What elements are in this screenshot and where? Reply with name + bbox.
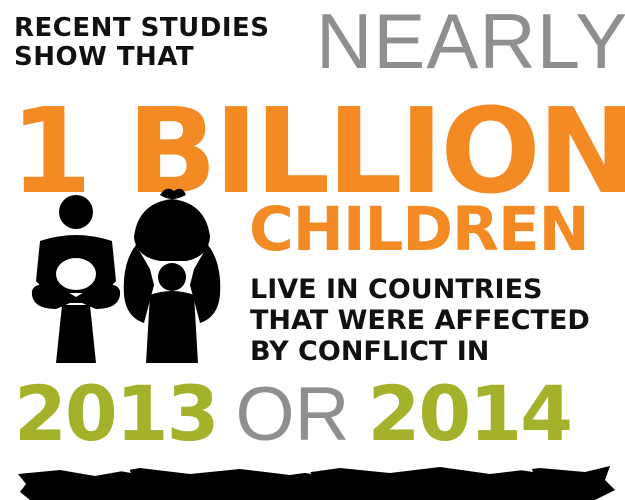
year-2014: 2014 bbox=[367, 369, 574, 458]
years-line: 2013 OR 2014 bbox=[14, 369, 574, 458]
children-word: CHILDREN bbox=[249, 194, 590, 265]
child-carrying-bundle-icon bbox=[123, 188, 221, 363]
or-word: OR bbox=[235, 372, 350, 457]
statement-line-3: BY CONFLICT IN bbox=[250, 336, 490, 367]
intro-line-1: RECENT STUDIES bbox=[14, 13, 270, 43]
nearly-word: NEARLY bbox=[316, 0, 625, 85]
statement-line-1: LIVE IN COUNTRIES bbox=[250, 274, 543, 305]
headline-one-billion: 1 BILLION bbox=[10, 82, 625, 220]
year-2013: 2013 bbox=[14, 369, 220, 458]
brush-stroke-divider bbox=[18, 464, 615, 500]
intro-text: RECENT STUDIES SHOW THAT bbox=[14, 14, 270, 72]
statement-line-2: THAT WERE AFFECTED bbox=[250, 305, 590, 336]
intro-line-2: SHOW THAT bbox=[14, 42, 195, 72]
children-illustration bbox=[31, 188, 221, 363]
seated-child-icon bbox=[31, 195, 121, 363]
statement-text: LIVE IN COUNTRIES THAT WERE AFFECTED BY … bbox=[250, 274, 590, 367]
